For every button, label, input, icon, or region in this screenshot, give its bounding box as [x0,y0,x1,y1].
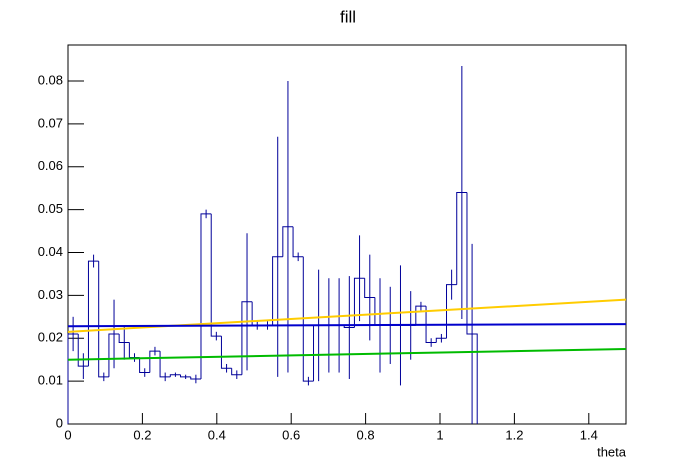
y-tick-label: 0.03 [38,287,63,302]
histogram-bin [149,350,161,373]
histogram-bin [87,260,99,367]
x-tick-label: 1.2 [505,427,523,442]
histogram-bin [190,376,201,380]
histogram-bin [77,333,89,367]
y-tick-label: 0.05 [38,201,63,216]
y-tick-label: 0.08 [38,72,63,87]
histogram-bin [139,357,150,374]
y-tick-label: 0.04 [38,244,63,259]
x-axis-label: theta [597,444,627,459]
x-tick-label: 0.8 [357,427,375,442]
histogram-bin [118,333,130,344]
x-tick-label: 1 [436,427,443,442]
histogram-bin [364,278,375,299]
x-tick-label: 0.4 [208,427,226,442]
histogram-bin [169,374,181,377]
y-tick-label: 0.07 [38,115,63,130]
histogram-bin [435,337,447,343]
histogram-bin [292,226,304,258]
y-tick-label: 0 [56,415,63,430]
fit-line [67,298,627,333]
x-tick-label: 1.4 [580,427,598,442]
y-tick-label: 0.01 [38,373,63,388]
chart-title: fill [340,7,356,26]
histogram-bin [446,284,457,339]
histogram-bin [108,333,120,377]
histogram-bin [241,301,253,375]
histogram-bin [200,213,212,379]
histogram-bin [231,368,242,376]
histogram-bin [159,351,171,378]
x-tick-label: 0 [64,427,71,442]
histogram-bin [282,226,294,257]
histogram-bin [415,305,427,326]
fit-line [67,347,627,361]
histogram-bin [98,261,109,378]
histogram-bin [353,277,365,328]
y-tick-label: 0.06 [38,158,63,173]
plot-frame [67,44,627,425]
histogram-bin [220,336,232,369]
histogram-bin [67,333,79,424]
y-tick-label: 0.02 [38,330,63,345]
x-tick-label: 0.6 [282,427,300,442]
histogram-bin [272,256,283,326]
histogram-bin [456,191,467,285]
histogram-bin [180,374,191,378]
histogram-bin [425,306,437,344]
x-tick-label: 0.2 [133,427,151,442]
fit-line [67,323,627,328]
histogram-bin [210,213,222,337]
histogram-bin [302,256,314,382]
